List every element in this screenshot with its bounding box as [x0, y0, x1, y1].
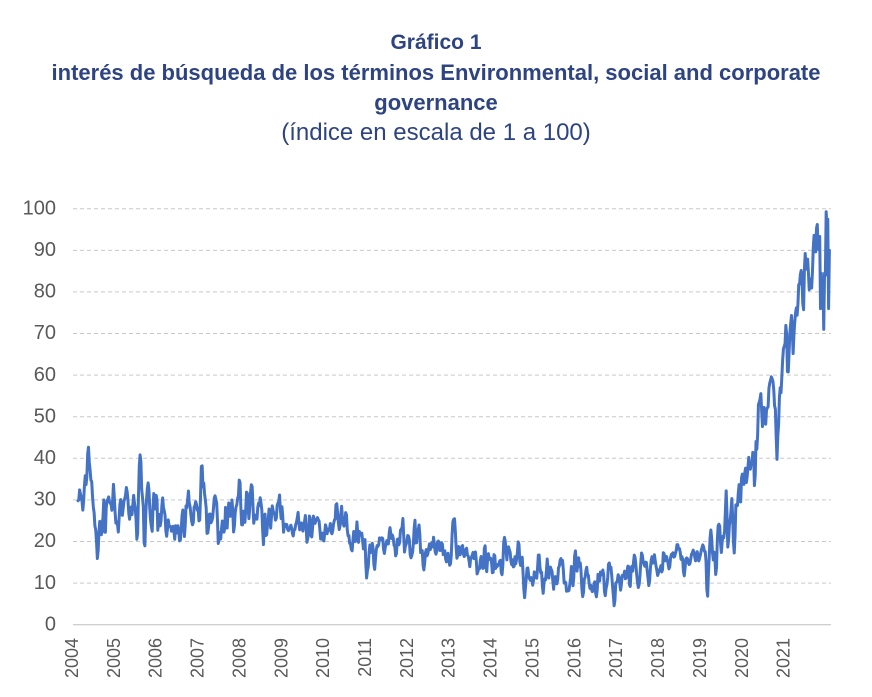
svg-text:80: 80: [34, 281, 56, 303]
svg-text:2006: 2006: [146, 638, 166, 678]
svg-text:20: 20: [34, 530, 56, 552]
svg-text:2016: 2016: [564, 638, 584, 678]
svg-text:10: 10: [34, 572, 56, 594]
svg-text:30: 30: [34, 489, 56, 511]
svg-text:50: 50: [34, 405, 56, 427]
svg-text:2011: 2011: [355, 638, 375, 677]
svg-text:2017: 2017: [606, 638, 626, 678]
svg-text:2014: 2014: [481, 638, 501, 678]
svg-text:70: 70: [34, 322, 56, 344]
svg-text:2021: 2021: [774, 638, 794, 678]
svg-text:2019: 2019: [690, 638, 710, 678]
svg-text:2010: 2010: [313, 638, 333, 678]
svg-text:2012: 2012: [397, 638, 417, 678]
svg-text:100: 100: [23, 198, 56, 220]
svg-text:90: 90: [34, 239, 56, 261]
svg-text:0: 0: [45, 613, 56, 635]
svg-text:2005: 2005: [104, 638, 124, 678]
svg-text:2004: 2004: [62, 638, 82, 678]
svg-text:2009: 2009: [271, 638, 291, 678]
svg-text:2007: 2007: [188, 638, 208, 678]
svg-text:2018: 2018: [648, 638, 668, 678]
svg-text:2015: 2015: [522, 638, 542, 678]
svg-text:2013: 2013: [439, 638, 459, 678]
svg-text:2020: 2020: [732, 638, 752, 678]
svg-text:60: 60: [34, 364, 56, 386]
svg-text:2008: 2008: [229, 638, 249, 678]
svg-text:40: 40: [34, 447, 56, 469]
